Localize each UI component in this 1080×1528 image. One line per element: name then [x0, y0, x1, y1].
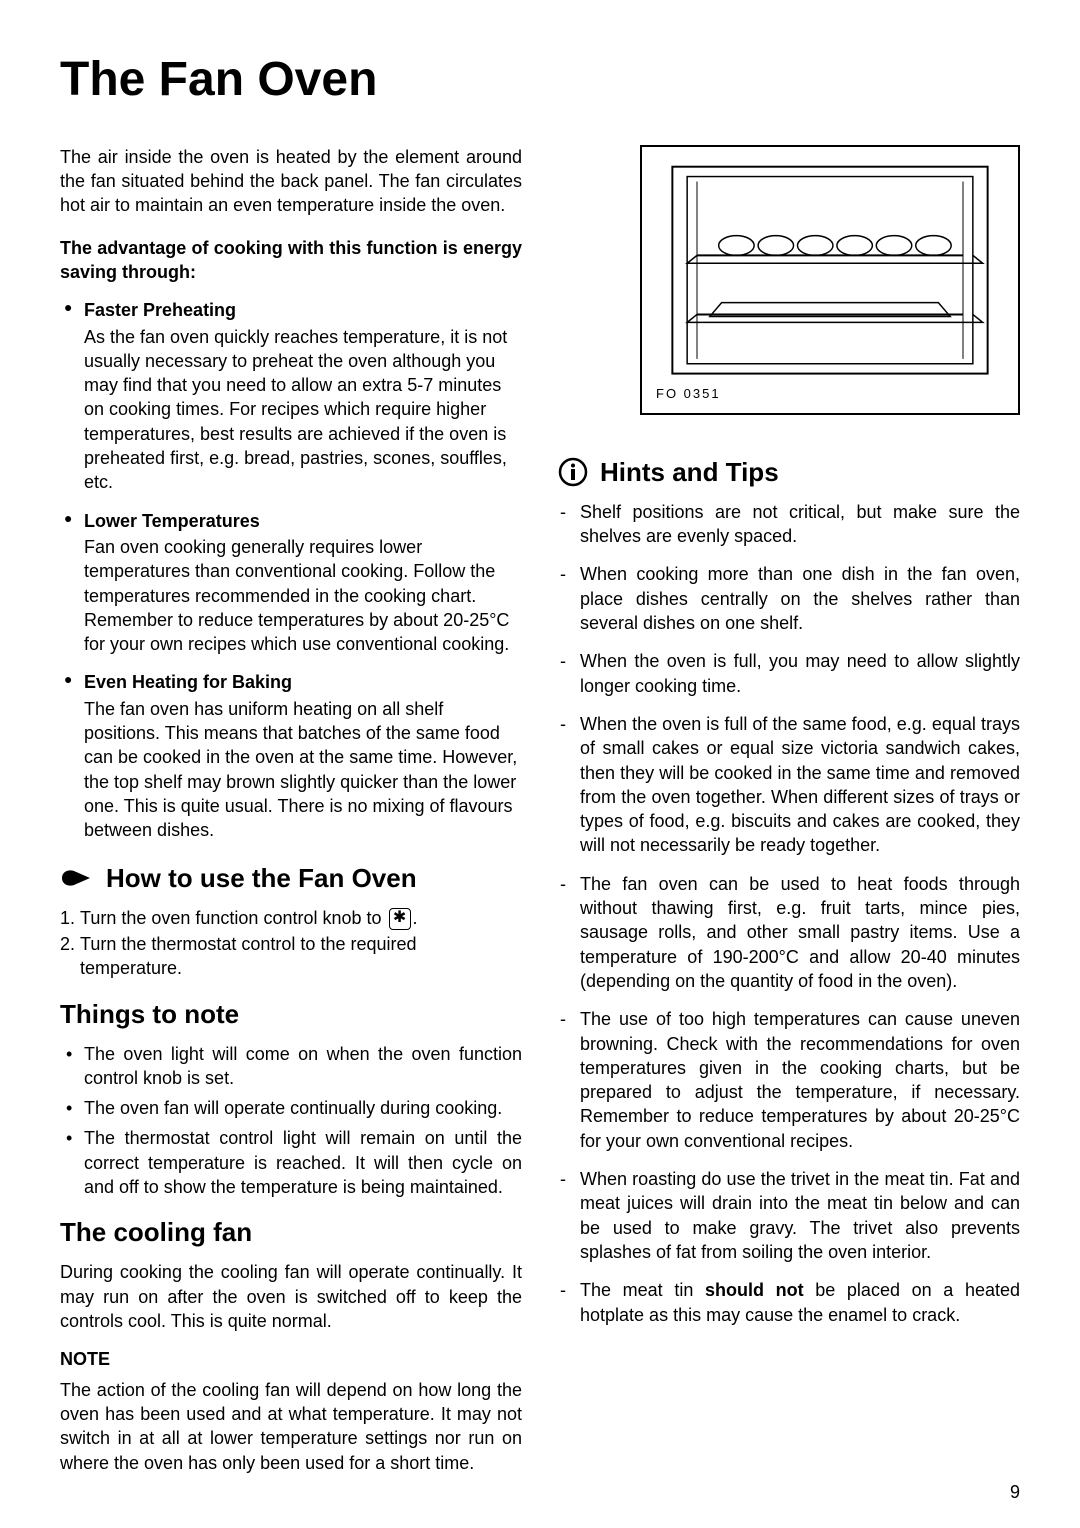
- howto-step: Turn the oven function control knob to .: [80, 906, 522, 930]
- note-body: The action of the cooling fan will depen…: [60, 1378, 522, 1475]
- howto-heading: How to use the Fan Oven: [106, 861, 417, 896]
- advantage-item: Lower Temperatures Fan oven cooking gene…: [60, 509, 522, 657]
- advantage-title: Faster Preheating: [84, 298, 522, 322]
- hints-heading: Hints and Tips: [600, 455, 779, 490]
- hint-item: When the oven is full, you may need to a…: [558, 649, 1020, 698]
- cooling-body: During cooking the cooling fan will oper…: [60, 1260, 522, 1333]
- advantages-intro: The advantage of cooking with this funct…: [60, 236, 522, 285]
- two-column-layout: The air inside the oven is heated by the…: [60, 145, 1020, 1479]
- info-icon: [558, 457, 588, 487]
- right-column: FO 0351 Hints and Tips Shelf positions a…: [558, 145, 1020, 1479]
- hints-heading-row: Hints and Tips: [558, 455, 1020, 490]
- advantage-title: Lower Temperatures: [84, 509, 522, 533]
- intro-paragraph: The air inside the oven is heated by the…: [60, 145, 522, 218]
- cooling-heading: The cooling fan: [60, 1215, 522, 1250]
- hint-item: Shelf positions are not critical, but ma…: [558, 500, 1020, 549]
- page-number: 9: [1010, 1480, 1020, 1504]
- advantage-item: Even Heating for Baking The fan oven has…: [60, 670, 522, 842]
- hint-text: The meat tin: [580, 1280, 705, 1300]
- figure-label: FO 0351: [656, 385, 721, 403]
- left-column: The air inside the oven is heated by the…: [60, 145, 522, 1479]
- step-text: .: [413, 908, 418, 928]
- hint-item: The use of too high temperatures can cau…: [558, 1007, 1020, 1153]
- things-item: The oven light will come on when the ove…: [60, 1042, 522, 1091]
- hint-bold: should not: [705, 1280, 804, 1300]
- step-text: Turn the oven function control knob to: [80, 908, 387, 928]
- hand-pointer-icon: [60, 865, 94, 891]
- hint-item: When roasting do use the trivet in the m…: [558, 1167, 1020, 1264]
- oven-diagram-svg: [642, 147, 1018, 413]
- note-label: NOTE: [60, 1347, 522, 1371]
- howto-step: Turn the thermostat control to the requi…: [80, 932, 522, 981]
- hint-item: When the oven is full of the same food, …: [558, 712, 1020, 858]
- hints-list: Shelf positions are not critical, but ma…: [558, 500, 1020, 1327]
- advantage-body: Fan oven cooking generally requires lowe…: [84, 537, 509, 654]
- howto-heading-row: How to use the Fan Oven: [60, 861, 522, 896]
- advantage-title: Even Heating for Baking: [84, 670, 522, 694]
- hint-item: When cooking more than one dish in the f…: [558, 562, 1020, 635]
- fan-symbol-icon: [389, 908, 411, 930]
- things-heading: Things to note: [60, 997, 522, 1032]
- things-item: The thermostat control light will remain…: [60, 1126, 522, 1199]
- advantage-item: Faster Preheating As the fan oven quickl…: [60, 298, 522, 494]
- things-list: The oven light will come on when the ove…: [60, 1042, 522, 1200]
- advantage-body: The fan oven has uniform heating on all …: [84, 699, 517, 840]
- howto-steps: Turn the oven function control knob to .…: [60, 906, 522, 981]
- page-title: The Fan Oven: [60, 48, 1020, 113]
- advantage-body: As the fan oven quickly reaches temperat…: [84, 327, 507, 493]
- hint-item: The meat tin should not be placed on a h…: [558, 1278, 1020, 1327]
- hint-item: The fan oven can be used to heat foods t…: [558, 872, 1020, 993]
- advantages-list: Faster Preheating As the fan oven quickl…: [60, 298, 522, 842]
- things-item: The oven fan will operate continually du…: [60, 1096, 522, 1120]
- oven-diagram: FO 0351: [640, 145, 1020, 415]
